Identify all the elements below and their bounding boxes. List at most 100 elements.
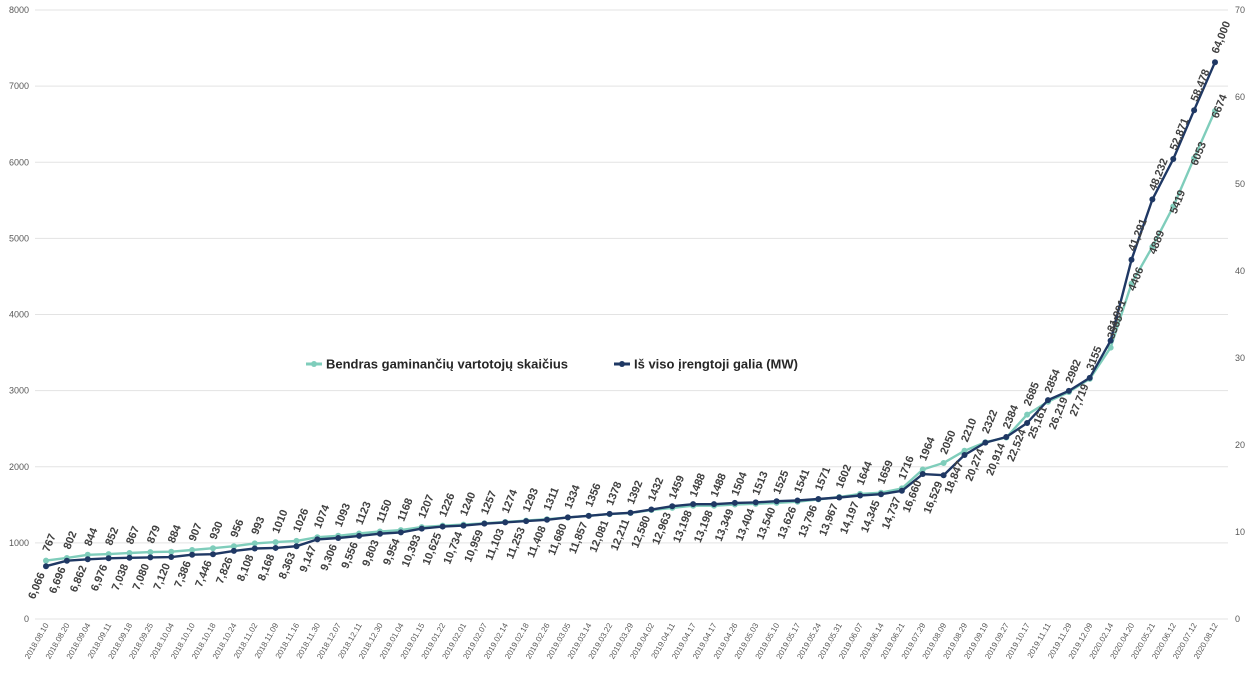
data-point	[919, 466, 926, 473]
data-point	[481, 520, 488, 527]
data-point	[919, 471, 926, 478]
data-point	[898, 487, 905, 494]
data-point	[147, 554, 154, 561]
data-label-capacity: 12,081	[588, 519, 612, 555]
data-label-consumers: 6674	[1210, 92, 1231, 120]
data-point	[397, 529, 404, 536]
data-point	[272, 544, 279, 551]
data-label-capacity: 7,386	[172, 559, 193, 589]
data-point	[1212, 59, 1218, 66]
legend: Bendras gaminančių vartotojų skaičius Iš…	[306, 357, 798, 372]
data-label-capacity: 64,000	[1210, 20, 1234, 56]
data-label-consumers: 930	[208, 520, 226, 542]
data-point	[189, 551, 196, 558]
data-point	[585, 512, 592, 519]
right-tick-label: 50	[1235, 179, 1245, 189]
legend-label-capacity: Iš viso įrengtoji galia (MW)	[634, 357, 798, 372]
data-label-capacity: 10,959	[462, 528, 486, 564]
data-label-consumers: 907	[187, 522, 205, 544]
data-point	[502, 519, 509, 526]
data-point	[418, 525, 425, 532]
right-y-axis: 0 10 20 30 40 50 60 70	[1235, 5, 1245, 624]
data-label-consumers: 1659	[876, 459, 896, 486]
data-point	[1149, 196, 1156, 203]
data-point	[794, 497, 801, 504]
data-label-capacity: 8,108	[235, 553, 256, 583]
data-label-consumers: 993	[249, 515, 267, 537]
data-point	[251, 540, 258, 547]
data-point	[356, 532, 363, 539]
data-point	[251, 545, 258, 552]
data-label-consumers: 879	[145, 524, 163, 546]
data-point	[105, 551, 112, 558]
data-label-consumers: 1257	[479, 489, 499, 516]
data-label-capacity: 52,871	[1168, 116, 1192, 152]
data-label-consumers: 2210	[959, 417, 979, 444]
legend-label-consumers: Bendras gaminančių vartotojų skaičius	[326, 357, 568, 372]
data-label-consumers: 2982	[1064, 358, 1084, 385]
data-point	[878, 491, 884, 498]
data-point	[43, 557, 49, 564]
left-tick-label: 3000	[9, 386, 29, 396]
data-point	[1191, 107, 1198, 114]
right-tick-label: 30	[1235, 353, 1245, 363]
data-point	[982, 439, 989, 446]
data-label-consumers: 1513	[750, 470, 770, 497]
data-label-capacity: 10,393	[400, 533, 424, 569]
data-label-consumers: 2384	[1001, 403, 1022, 431]
data-point	[1024, 411, 1031, 418]
legend-marker-capacity	[619, 361, 625, 367]
left-tick-label: 2000	[9, 462, 29, 472]
data-label-consumers: 1074	[312, 502, 333, 530]
data-label-consumers: 1168	[396, 497, 416, 524]
series-layer	[43, 59, 1218, 570]
data-point	[168, 554, 175, 561]
data-label-capacity: 31,991	[1105, 298, 1129, 334]
data-label-consumers: 1150	[375, 498, 395, 525]
left-tick-label: 4000	[9, 310, 29, 320]
data-label-consumers: 852	[103, 526, 121, 548]
left-y-axis: 0 1000 2000 3000 4000 5000 6000 7000 8000	[9, 5, 29, 624]
data-label-consumers: 2685	[1022, 381, 1042, 408]
right-tick-label: 0	[1235, 614, 1240, 624]
data-label-capacity: 7,120	[152, 562, 173, 592]
data-label-consumers: 1459	[667, 474, 687, 501]
data-point	[606, 510, 613, 517]
data-point	[293, 543, 300, 550]
data-label-consumers: 1123	[354, 500, 374, 527]
data-point	[1191, 155, 1198, 162]
data-point	[63, 557, 70, 564]
right-tick-label: 40	[1235, 266, 1245, 276]
data-point	[648, 506, 655, 513]
data-label-consumers: 1334	[563, 483, 584, 511]
data-point	[439, 523, 446, 530]
data-point	[1128, 256, 1135, 263]
data-point	[168, 548, 175, 555]
data-label-capacity: 9,556	[339, 540, 360, 570]
data-label-capacity: 7,446	[193, 559, 214, 589]
data-label-consumers: 4889	[1147, 229, 1167, 256]
data-point	[377, 530, 383, 537]
data-point	[1024, 420, 1031, 427]
data-point	[940, 459, 947, 466]
data-point	[230, 543, 237, 550]
data-label-capacity: 6,696	[47, 565, 68, 595]
legend-item-consumers: Bendras gaminančių vartotojų skaičius	[306, 357, 568, 372]
data-label-consumers: 1504	[730, 470, 751, 498]
data-point	[293, 537, 300, 544]
data-label-consumers: 5419	[1168, 188, 1188, 215]
data-point	[1065, 387, 1072, 394]
right-tick-label: 10	[1235, 527, 1245, 537]
right-tick-label: 20	[1235, 440, 1245, 450]
data-point	[836, 494, 843, 501]
data-label-consumers: 1010	[270, 508, 290, 535]
data-label-capacity: 6,976	[89, 563, 110, 593]
data-label-consumers: 2050	[938, 429, 958, 456]
data-label-capacity: 14,737	[880, 495, 904, 531]
data-point	[773, 498, 780, 505]
right-tick-label: 70	[1235, 5, 1245, 15]
data-point	[711, 501, 717, 508]
data-label-consumers: 1274	[500, 487, 521, 515]
data-label-consumers: 1240	[458, 491, 478, 518]
data-label-consumers: 2322	[980, 408, 1000, 435]
